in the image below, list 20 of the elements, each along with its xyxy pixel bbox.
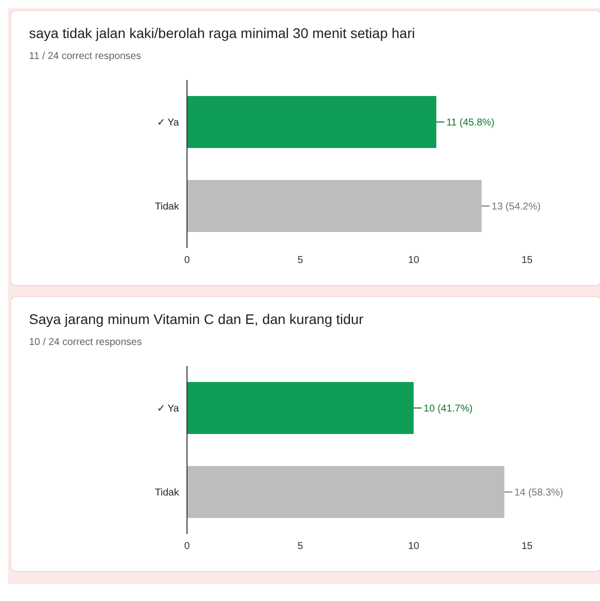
- x-tick-label: 15: [521, 541, 533, 552]
- x-tick-label: 5: [298, 255, 304, 266]
- data-label: 11 (45.8%): [446, 118, 495, 128]
- x-tick-label: 0: [184, 255, 190, 266]
- chart-title: Saya jarang minum Vitamin C dan E, dan kurang tidur: [29, 311, 364, 327]
- data-label: 14 (58.3%): [514, 488, 564, 498]
- data-label: 10 (41.7%): [424, 404, 473, 414]
- data-label: 13 (54.2%): [492, 202, 541, 212]
- x-tick-label: 5: [298, 541, 304, 552]
- y-tick-label: Tidak: [154, 488, 180, 499]
- x-tick-label: 10: [408, 541, 420, 552]
- y-tick-label: ✓ Ya: [156, 118, 180, 129]
- x-tick-label: 10: [408, 255, 420, 266]
- x-tick-label: 0: [184, 541, 190, 552]
- text: 11 / 24 correct responses: [29, 51, 142, 62]
- chart-title: saya tidak jalan kaki/berolah raga minimal 30 menit setiap hari: [29, 25, 416, 41]
- y-tick-label: Tidak: [154, 202, 180, 213]
- y-tick-label: ✓ Ya: [156, 404, 180, 415]
- text: 10 / 24 correct responses: [29, 337, 143, 348]
- x-tick-label: 15: [521, 255, 533, 266]
